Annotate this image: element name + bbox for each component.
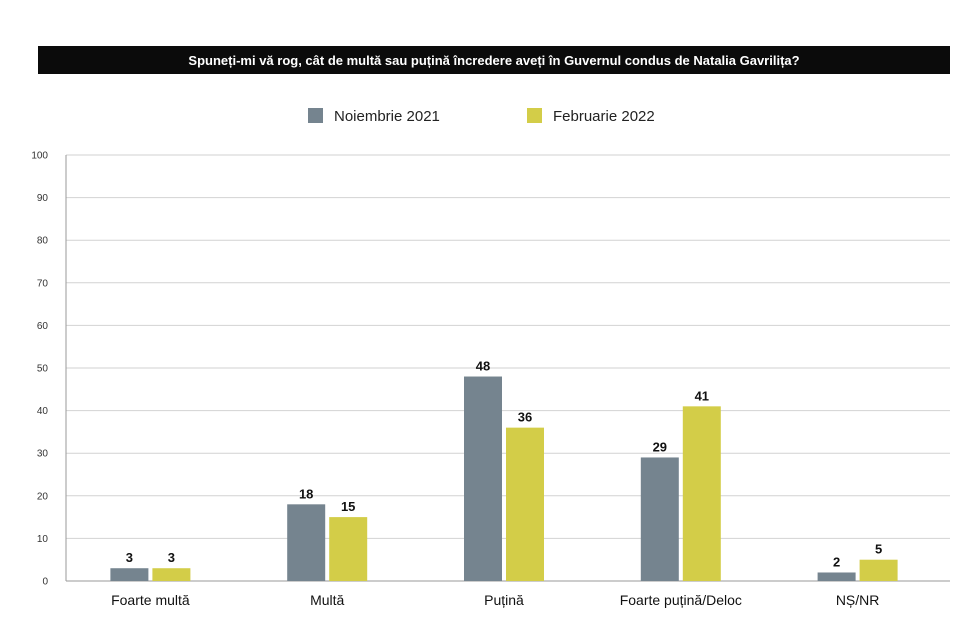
legend-label: Noiembrie 2021 xyxy=(334,108,440,125)
bar-nov-2021 xyxy=(110,568,149,581)
y-tick-label: 20 xyxy=(37,491,49,502)
data-label: 15 xyxy=(341,499,355,514)
y-tick-label: 60 xyxy=(37,321,49,332)
data-label: 2 xyxy=(833,554,840,569)
bar-nov-2021 xyxy=(640,457,679,581)
chart-title: Spuneți-mi vă rog, cât de multă sau puți… xyxy=(38,46,950,74)
data-label: 5 xyxy=(875,542,882,557)
category-label: Multă xyxy=(310,592,344,608)
bar-nov-2021 xyxy=(817,572,856,581)
bar-feb-2022 xyxy=(506,427,544,581)
bar-feb-2022 xyxy=(152,568,191,581)
category-label: Foarte puțină/Deloc xyxy=(620,592,742,608)
legend-swatch-nov-2021 xyxy=(308,108,323,123)
data-label: 29 xyxy=(653,439,667,454)
y-tick-label: 70 xyxy=(37,278,49,289)
y-tick-label: 50 xyxy=(37,364,49,375)
y-tick-label: 100 xyxy=(31,151,48,162)
bar-feb-2022 xyxy=(682,406,721,581)
y-tick-label: 90 xyxy=(37,193,49,204)
bar-nov-2021 xyxy=(464,376,502,581)
data-label: 48 xyxy=(476,359,490,374)
bar-feb-2022 xyxy=(859,559,898,581)
legend-swatch-feb-2022 xyxy=(527,108,542,123)
y-tick-label: 30 xyxy=(37,449,49,460)
y-tick-label: 10 xyxy=(37,534,49,545)
category-label: Foarte multă xyxy=(111,592,190,608)
y-tick-label: 80 xyxy=(37,236,49,247)
y-tick-label: 0 xyxy=(42,577,48,588)
data-label: 3 xyxy=(126,550,133,565)
category-label: NȘ/NR xyxy=(836,592,880,608)
y-tick-label: 40 xyxy=(37,406,49,417)
legend-label: Februarie 2022 xyxy=(553,108,655,125)
data-label: 18 xyxy=(299,486,313,501)
data-label: 41 xyxy=(695,388,709,403)
category-label: Puțină xyxy=(484,592,524,608)
data-label: 36 xyxy=(518,410,532,425)
bar-feb-2022 xyxy=(329,517,368,581)
data-label: 3 xyxy=(168,550,175,565)
bar-nov-2021 xyxy=(287,504,326,581)
